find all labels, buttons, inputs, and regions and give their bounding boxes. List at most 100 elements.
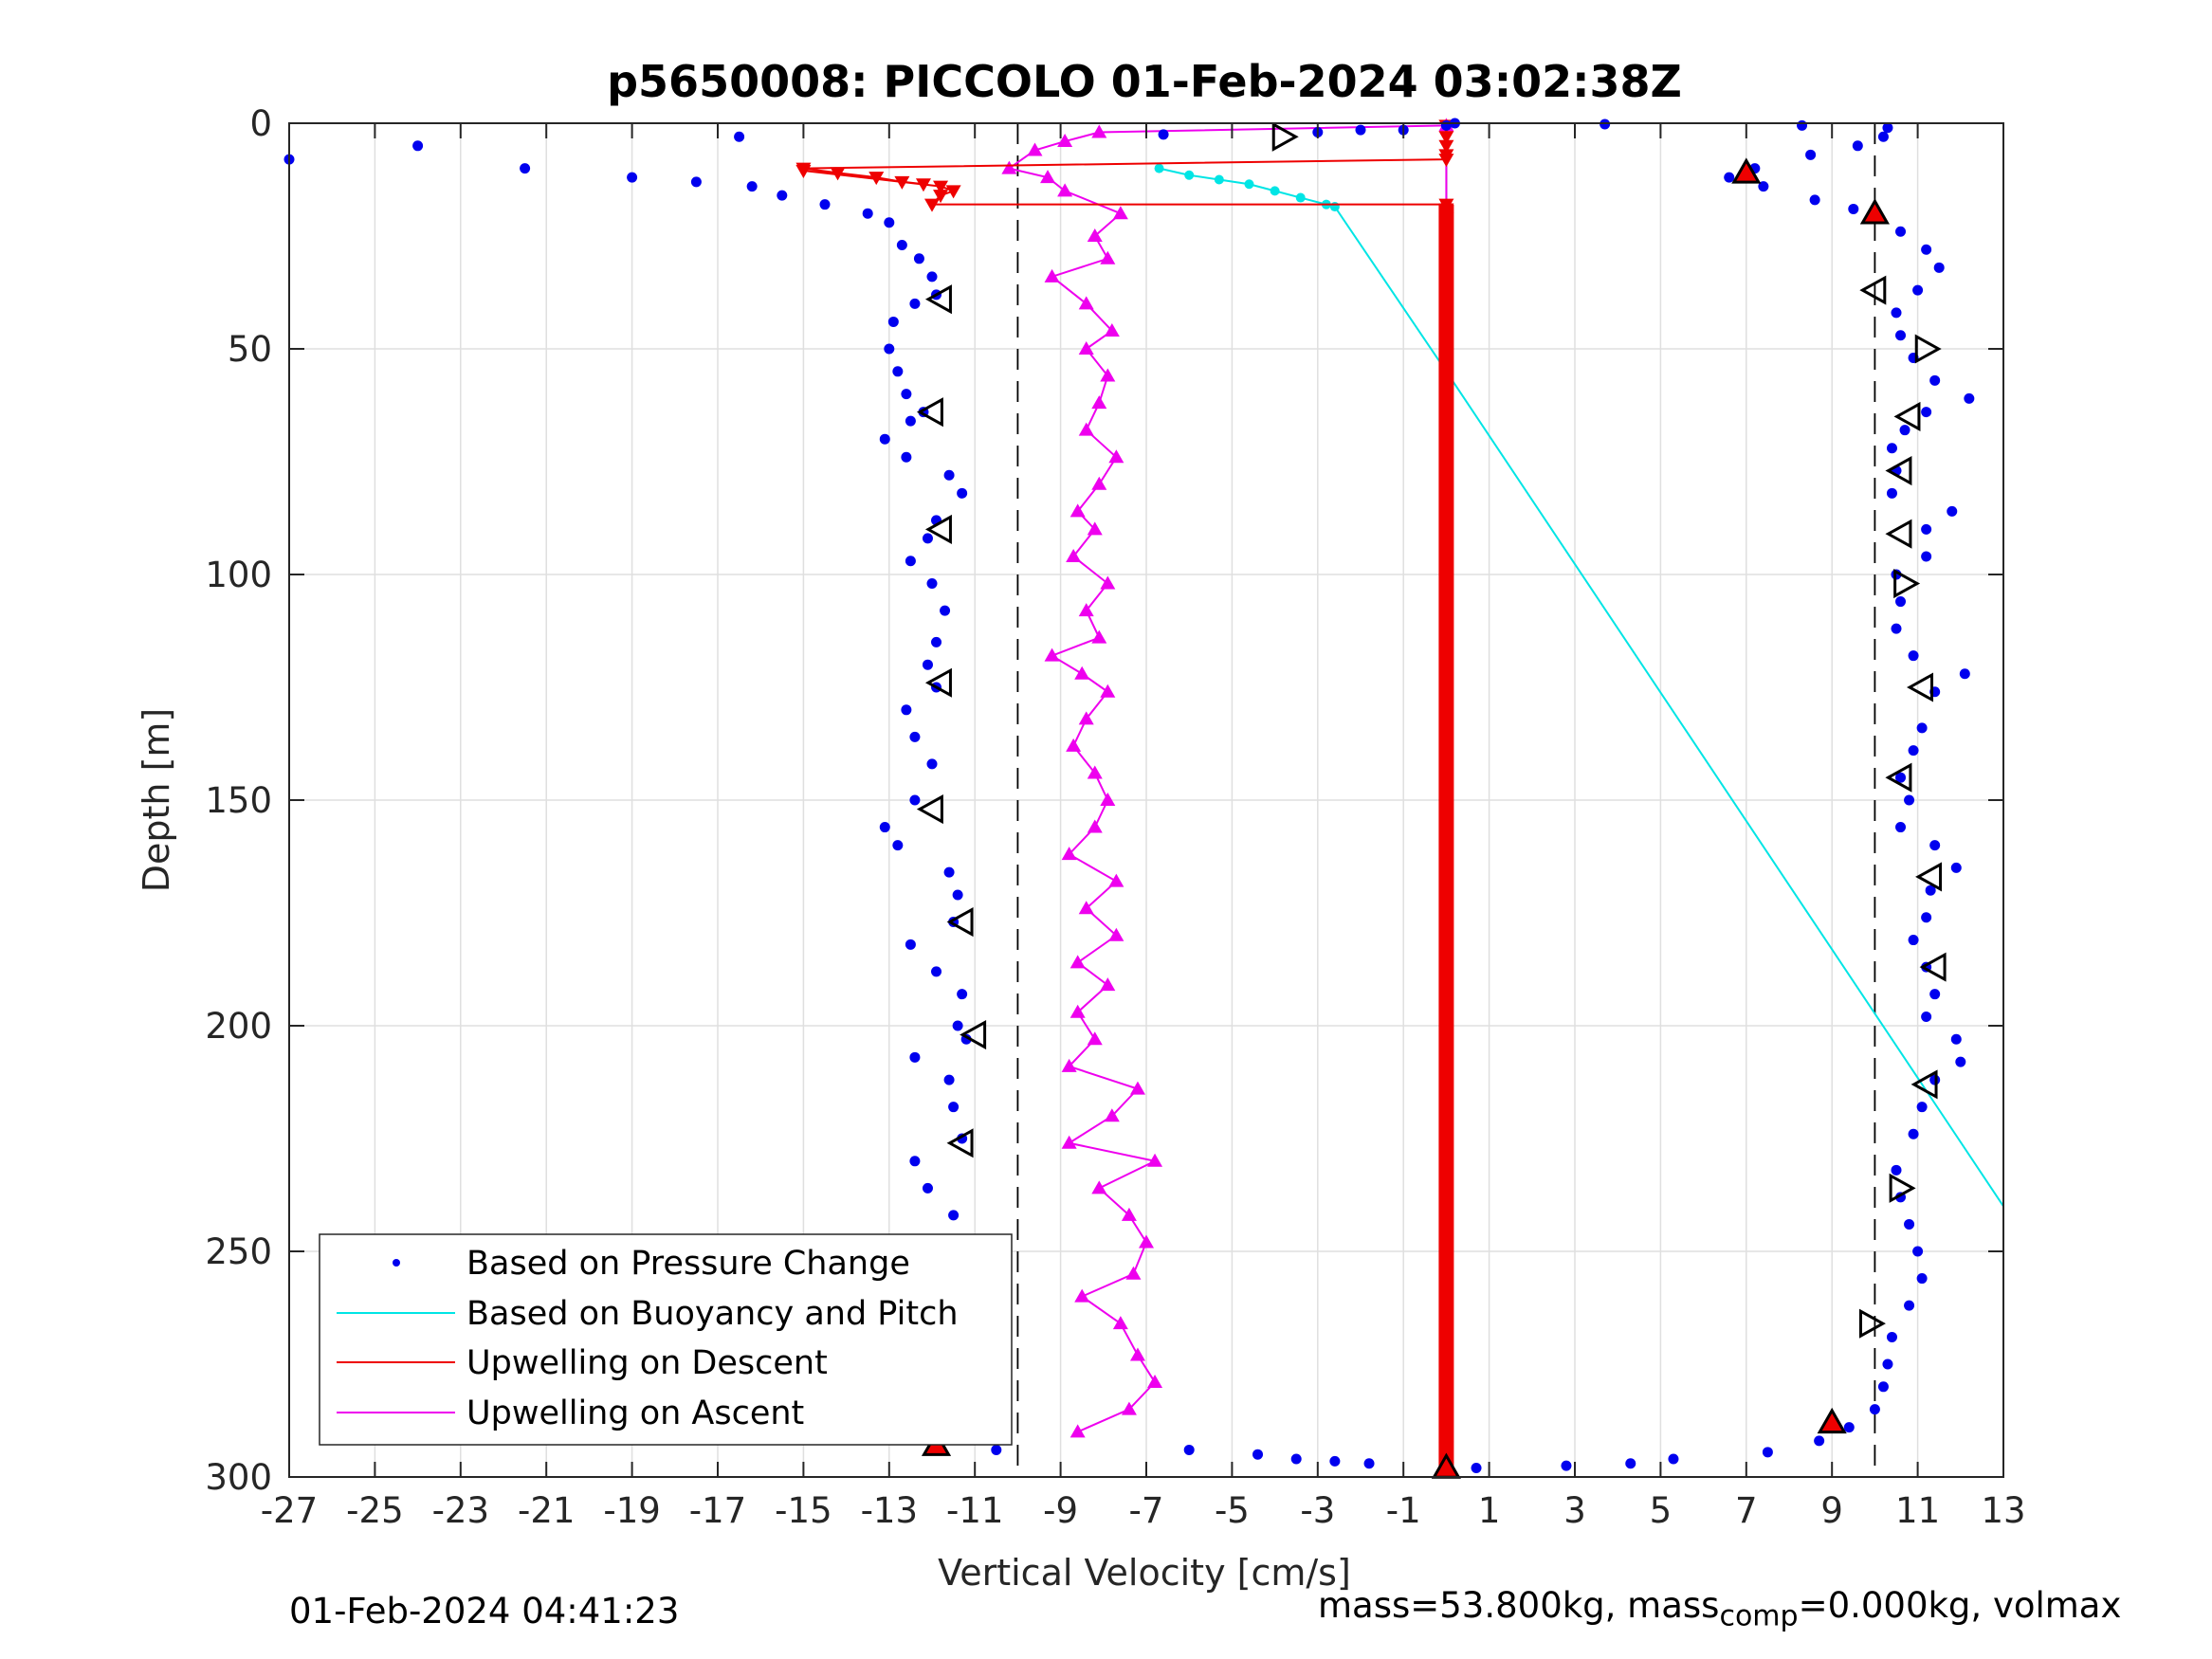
- x-tick-label: 5: [1650, 1490, 1673, 1531]
- ascent-upwelling-marker: [1069, 1424, 1086, 1438]
- pressure-point: [1916, 722, 1928, 734]
- outline-triangle-marker: [1858, 1308, 1886, 1339]
- pressure-point: [957, 989, 968, 1000]
- pressure-point: [905, 415, 916, 427]
- pressure-point: [1877, 131, 1889, 142]
- pressure-point: [1899, 425, 1910, 436]
- ascent-upwelling-marker: [1027, 142, 1043, 156]
- pressure-point: [1882, 122, 1893, 134]
- pressure-point: [1921, 407, 1932, 418]
- x-tick-label: 3: [1563, 1490, 1586, 1531]
- ascent-upwelling-marker: [1121, 1207, 1137, 1221]
- x-tick-label: -27: [261, 1490, 318, 1531]
- pressure-point: [1668, 1453, 1679, 1465]
- outline-triangle-marker: [924, 284, 952, 315]
- pressure-point: [1797, 119, 1808, 131]
- x-tick-label: -21: [518, 1490, 575, 1531]
- pressure-point: [931, 966, 942, 977]
- pressure-point: [412, 140, 424, 152]
- ascent-upwelling-marker: [1044, 647, 1060, 662]
- outline-triangle-marker: [1919, 952, 1947, 982]
- pressure-point: [690, 176, 702, 188]
- ascent-upwelling-marker: [1108, 873, 1124, 887]
- pressure-point: [1947, 505, 1958, 517]
- pressure-point: [940, 605, 951, 616]
- pressure-point: [1758, 181, 1769, 192]
- x-tick-label: -11: [946, 1490, 1003, 1531]
- pressure-point: [1950, 862, 1962, 873]
- ascent-upwelling-marker: [1104, 1108, 1120, 1122]
- pressure-point: [926, 758, 938, 770]
- pressure-point: [892, 366, 904, 377]
- pressure-point: [1882, 1358, 1893, 1370]
- red-triangle-marker: [1817, 1407, 1847, 1434]
- outline-triangle-marker: [1910, 1069, 1938, 1100]
- pressure-point: [1912, 284, 1924, 296]
- x-tick-label: -1: [1386, 1490, 1421, 1531]
- pressure-point: [909, 794, 921, 806]
- red-triangle-marker: [1731, 157, 1762, 184]
- legend-swatch-pressure: [393, 1259, 400, 1267]
- footer-mass-subscript: comp: [1719, 1599, 1799, 1633]
- ascent-upwelling-marker: [1121, 1401, 1137, 1415]
- x-tick-label: -25: [346, 1490, 403, 1531]
- ascent-upwelling-marker: [1147, 1153, 1163, 1167]
- descent-upwelling-marker: [945, 185, 961, 199]
- ascent-upwelling-marker: [1087, 765, 1103, 779]
- outline-triangle-marker: [916, 397, 943, 428]
- buoyancy-point: [1184, 170, 1195, 180]
- ascent-upwelling-marker: [1001, 160, 1017, 174]
- pressure-point: [1933, 262, 1945, 273]
- pressure-point: [1762, 1447, 1773, 1458]
- ascent-upwelling-marker: [1129, 1081, 1145, 1095]
- footer-mass-text: mass=53.800kg, mass: [1318, 1585, 1720, 1626]
- pressure-point: [926, 578, 938, 590]
- pressure-point: [909, 1051, 921, 1063]
- pressure-point: [734, 131, 745, 142]
- ascent-upwelling-marker: [1078, 901, 1094, 915]
- pressure-point: [1950, 1033, 1962, 1045]
- descent-upwelling-marker: [830, 167, 846, 181]
- ascent-upwelling-marker: [1091, 124, 1107, 138]
- ascent-upwelling-marker: [1069, 955, 1086, 969]
- outline-triangle-marker: [1889, 1173, 1916, 1203]
- ascent-upwelling-marker: [1057, 134, 1073, 148]
- outline-triangle-marker: [1885, 519, 1912, 549]
- pressure-point: [879, 433, 890, 445]
- footer-timestamp: 01-Feb-2024 04:41:23: [289, 1591, 680, 1632]
- descent-upwelling-marker: [933, 190, 949, 204]
- pressure-point: [1921, 244, 1932, 255]
- pressure-point: [1895, 226, 1907, 237]
- pressure-point: [1895, 330, 1907, 341]
- pressure-point: [901, 389, 912, 400]
- pressure-point: [948, 1210, 960, 1221]
- pressure-point: [862, 208, 873, 219]
- ascent-upwelling-marker: [1139, 1234, 1154, 1249]
- pressure-point: [1908, 935, 1919, 946]
- series-layer: [283, 118, 2004, 1479]
- pressure-point: [1471, 1462, 1482, 1473]
- pressure-point: [884, 343, 895, 355]
- buoyancy-point: [1214, 174, 1224, 185]
- pressure-point: [1886, 1331, 1897, 1342]
- pressure-point: [1891, 623, 1902, 634]
- pressure-point: [1869, 1404, 1880, 1415]
- pressure-point: [1625, 1458, 1636, 1469]
- pressure-point: [1916, 1273, 1928, 1285]
- ascent-upwelling-marker: [1091, 395, 1107, 410]
- pressure-point: [1561, 1460, 1572, 1471]
- outline-triangle-marker: [960, 1019, 987, 1050]
- x-tick-label: -9: [1043, 1490, 1078, 1531]
- pressure-point: [1964, 392, 1975, 404]
- pressure-point: [1955, 1056, 1966, 1067]
- outline-triangle-marker: [1885, 455, 1912, 486]
- ascent-upwelling-marker: [1091, 629, 1107, 644]
- pressure-point: [1158, 129, 1169, 140]
- ascent-upwelling-marker: [1100, 250, 1116, 264]
- pressure-point: [926, 271, 938, 283]
- chart-title: p5650008: PICCOLO 01-Feb-2024 03:02:38Z: [607, 56, 1682, 107]
- pressure-point: [905, 556, 916, 567]
- x-tick-label: -7: [1129, 1490, 1164, 1531]
- pressure-point: [887, 316, 899, 327]
